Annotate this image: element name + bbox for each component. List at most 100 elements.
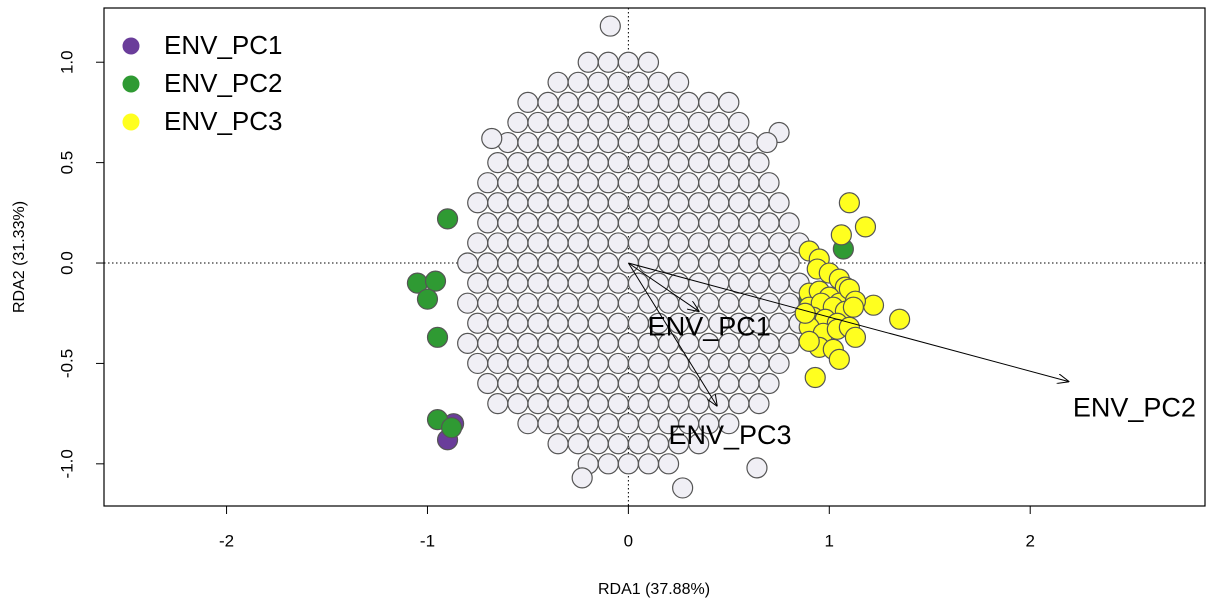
point [748, 232, 770, 254]
point [647, 192, 670, 214]
point [567, 433, 589, 455]
point [607, 433, 629, 455]
point [587, 433, 609, 455]
point [507, 272, 529, 294]
point [517, 332, 539, 354]
point [587, 272, 609, 294]
point [436, 208, 459, 230]
point [597, 131, 619, 154]
point [647, 232, 670, 254]
point [657, 453, 680, 475]
point [678, 131, 700, 154]
point [668, 152, 690, 174]
point [617, 453, 639, 475]
point [424, 270, 447, 292]
point [517, 372, 539, 395]
point [627, 232, 650, 254]
point [668, 71, 690, 93]
point [577, 212, 599, 234]
point [467, 312, 489, 334]
point [862, 294, 885, 316]
point [617, 292, 639, 314]
point [557, 252, 579, 274]
point [597, 51, 619, 73]
point [627, 152, 650, 174]
point [527, 272, 549, 294]
point [607, 392, 629, 415]
point [607, 312, 629, 334]
point [557, 292, 579, 314]
arrow [628, 262, 698, 311]
x-tick-label: -2 [219, 531, 234, 550]
point [794, 302, 816, 324]
point [477, 372, 499, 395]
point [597, 212, 619, 234]
point [607, 232, 629, 254]
point [477, 252, 499, 274]
point [537, 91, 559, 113]
point [467, 232, 489, 254]
point [698, 212, 720, 234]
point [567, 71, 589, 93]
point [557, 131, 579, 154]
point [854, 216, 877, 238]
point [477, 332, 499, 354]
point [627, 192, 650, 214]
point [587, 152, 609, 174]
point [617, 131, 639, 154]
point [587, 312, 609, 334]
point [597, 252, 619, 274]
point [678, 91, 700, 113]
point [889, 308, 911, 330]
point [547, 152, 569, 174]
point [698, 91, 720, 113]
point [537, 413, 559, 435]
point [778, 332, 800, 354]
point [617, 372, 639, 395]
point [527, 312, 549, 334]
point [668, 232, 690, 254]
point [838, 192, 860, 214]
point [487, 352, 509, 375]
point [497, 372, 519, 395]
point [457, 292, 479, 314]
point [527, 152, 549, 174]
point [617, 51, 639, 73]
point [768, 272, 790, 294]
point [688, 192, 710, 214]
point [627, 71, 650, 93]
point [688, 152, 710, 174]
point [698, 372, 720, 395]
arrow [628, 262, 1068, 381]
point [678, 252, 700, 274]
point [637, 413, 660, 435]
point [426, 326, 449, 348]
point [547, 232, 569, 254]
point [778, 252, 800, 274]
point [577, 252, 599, 274]
point [507, 392, 529, 415]
point [487, 152, 509, 174]
point [778, 212, 800, 234]
point [657, 172, 680, 194]
point [567, 312, 589, 334]
point [577, 51, 599, 73]
point [637, 51, 660, 73]
point [497, 292, 519, 314]
point [678, 292, 700, 314]
point [567, 192, 589, 214]
point [756, 131, 778, 154]
point [547, 352, 569, 375]
point [637, 212, 660, 234]
point [617, 91, 639, 113]
point [657, 131, 680, 154]
point [738, 212, 760, 234]
point [637, 453, 660, 475]
point [537, 292, 559, 314]
y-tick-label: 1.0 [57, 50, 76, 74]
point [547, 111, 569, 134]
point [537, 332, 559, 354]
point [547, 192, 569, 214]
point [698, 131, 720, 154]
